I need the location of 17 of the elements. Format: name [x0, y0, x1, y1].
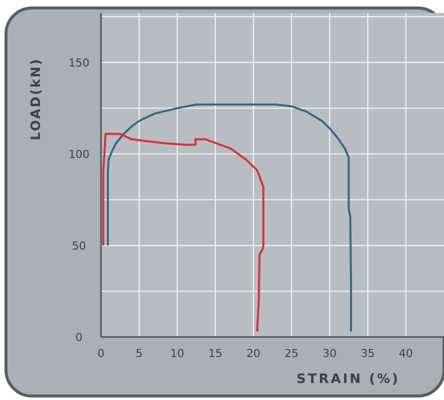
y-tick-label: 50 [72, 239, 86, 252]
x-axis-title: STRAIN (%) [296, 372, 400, 387]
x-tick-label: 20 [246, 347, 260, 360]
y-axis-title: LOAD(kN) [29, 58, 44, 140]
x-tick-label: 15 [208, 347, 222, 360]
x-tick-label: 25 [284, 347, 299, 360]
x-tick-label: 0 [98, 347, 104, 360]
y-tick-label: 150 [68, 56, 90, 70]
line-series [106, 104, 352, 333]
x-tick-label: 35 [360, 347, 375, 360]
y-tick-label: 100 [68, 148, 90, 161]
line-series [102, 132, 264, 333]
x-tick-label: 5 [136, 347, 143, 360]
x-tick-label: 40 [398, 347, 413, 360]
x-tick-label: 30 [322, 347, 337, 360]
y-tick-label: 0 [76, 331, 82, 344]
x-tick-label: 10 [170, 347, 184, 360]
